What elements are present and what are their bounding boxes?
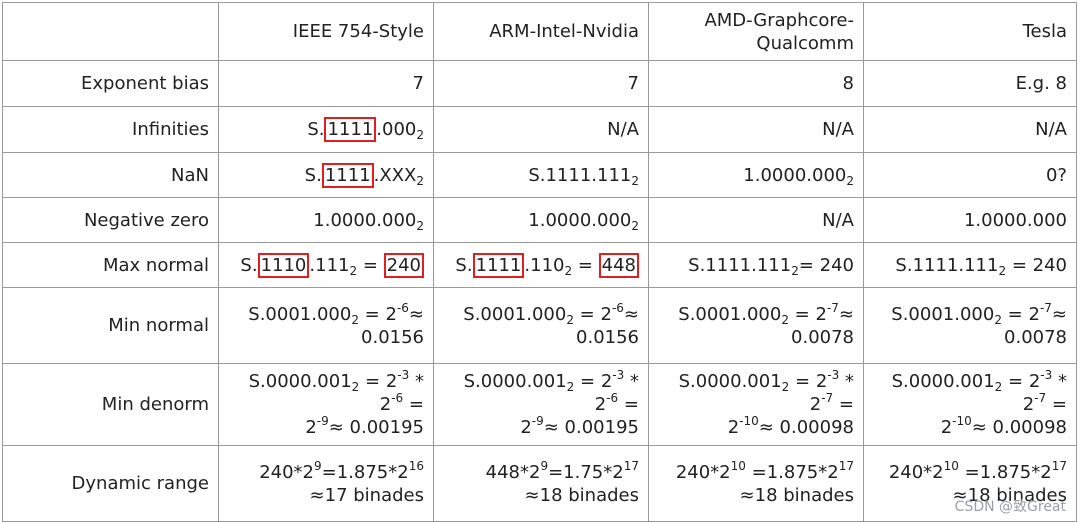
- highlight-box: 1111: [321, 162, 374, 188]
- row-label: Min denorm: [2, 363, 219, 446]
- cell: E.g. 8: [863, 60, 1077, 107]
- header-row: IEEE 754-Style ARM-Intel-Nvidia AMD-Grap…: [2, 2, 1077, 61]
- cell: S.0000.0012 = 2-3 * 2-7 = 2-10≈ 0.00098: [863, 363, 1077, 446]
- header-empty: [2, 2, 219, 61]
- cell: 240*29=1.875*216 ≈17 binades: [218, 445, 434, 522]
- cell: S.0001.0002 = 2-6≈ 0.0156: [218, 287, 434, 364]
- cell: S. 1111 .XXX2: [218, 152, 434, 198]
- cell: 8: [648, 60, 864, 107]
- cell: S.1111.1112 = 240: [863, 242, 1077, 288]
- cell: N/A: [648, 197, 864, 243]
- row-min-denorm: Min denorm S.0000.0012 = 2-3 * 2-6 = 2-9≈ …: [2, 363, 1077, 446]
- cell: N/A: [433, 106, 649, 153]
- row-infinities: Infinities S. 1111.0002 N/A N/A N/A: [2, 106, 1077, 153]
- row-max-normal: Max normal S. 1110.1112 = 240 S. 1111.1102…: [2, 242, 1077, 288]
- cell: 0?: [863, 152, 1077, 198]
- row-label: Infinities: [2, 106, 219, 153]
- row-nan: NaN S. 1111 .XXX2 S.1111.1112 1.0000.0002 …: [2, 152, 1077, 198]
- cell: S. 1111.0002: [218, 106, 434, 153]
- cell: S.1111.1112: [433, 152, 649, 198]
- cell: S. 1111.1102 = 448: [433, 242, 649, 288]
- watermark: CSDN @致Great: [954, 499, 1066, 515]
- header-amd: AMD-Graphcore- Qualcomm: [648, 2, 864, 61]
- cell: S. 1110.1112 = 240: [218, 242, 434, 288]
- row-exponent-bias: Exponent bias 7 7 8 E.g. 8: [2, 60, 1077, 107]
- cell: 240*210 =1.875*217 ≈18 binades: [863, 445, 1077, 522]
- cell: S.0000.0012 = 2-3 * 2-6 = 2-9≈ 0.00195: [218, 363, 434, 446]
- row-negative-zero: Negative zero 1.0000.0002 1.0000.0002 N/…: [2, 197, 1077, 243]
- cell: 448*29=1.75*217 ≈18 binades: [433, 445, 649, 522]
- row-label: Min normal: [2, 287, 219, 364]
- row-min-normal: Min normal S.0001.0002 = 2-6≈ 0.0156 S.00…: [2, 287, 1077, 364]
- cell: 1.0000.0002: [218, 197, 434, 243]
- cell: N/A: [648, 106, 864, 153]
- header-ieee: IEEE 754-Style: [218, 2, 434, 61]
- header-tesla: Tesla: [863, 2, 1077, 61]
- header-arm: ARM-Intel-Nvidia: [433, 2, 649, 61]
- cell: 1.0000.0002: [433, 197, 649, 243]
- cell: S.0000.0012 = 2-3 * 2-7 = 2-10≈ 0.00098: [648, 363, 864, 446]
- cell: 1.0000.000: [863, 197, 1077, 243]
- row-label: Exponent bias: [2, 60, 219, 107]
- highlight-box: 1111: [324, 117, 377, 142]
- cell: S.0001.0002 = 2-7≈ 0.0078: [863, 287, 1077, 364]
- cell: S.0000.0012 = 2-3 * 2-6 = 2-9≈ 0.00195: [433, 363, 649, 446]
- cell: 1.0000.0002: [648, 152, 864, 198]
- row-label: NaN: [2, 152, 219, 198]
- row-label: Negative zero: [2, 197, 219, 243]
- highlight-box: 240: [383, 252, 424, 278]
- highlight-box: 448: [598, 252, 639, 278]
- cell: S.1111.1112= 240: [648, 242, 864, 288]
- row-label: Max normal: [2, 242, 219, 288]
- highlight-box: 1110: [257, 252, 310, 278]
- cell: 7: [433, 60, 649, 107]
- cell: S.0001.0002 = 2-7≈ 0.0078: [648, 287, 864, 364]
- highlight-box: 1111: [472, 252, 525, 278]
- row-dynamic-range: Dynamic range 240*29=1.875*216 ≈17 binade…: [2, 445, 1077, 522]
- cell: 240*210 =1.875*217 ≈18 binades: [648, 445, 864, 522]
- cell: S.0001.0002 = 2-6≈ 0.0156: [433, 287, 649, 364]
- row-label: Dynamic range: [2, 445, 219, 522]
- cell: 7: [218, 60, 434, 107]
- cell: N/A: [863, 106, 1077, 153]
